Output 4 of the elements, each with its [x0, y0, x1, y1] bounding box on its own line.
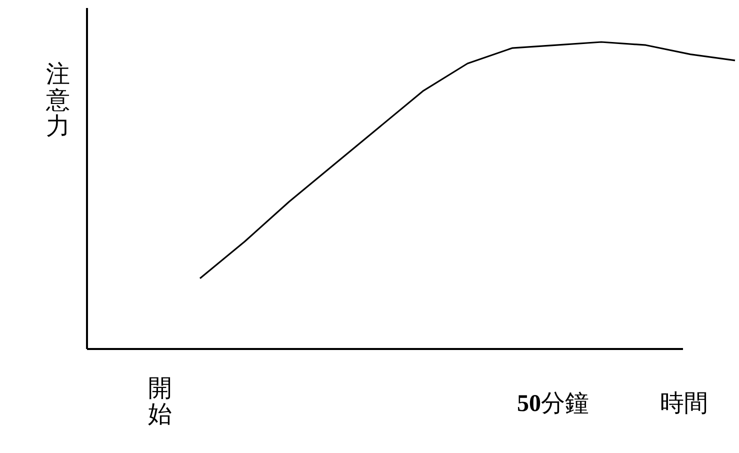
text: 開始 — [148, 374, 172, 428]
y-axis-title: 注意力 — [45, 60, 70, 140]
text: 50分鐘 — [517, 389, 589, 417]
x-axis-title: 時間 — [660, 389, 708, 417]
